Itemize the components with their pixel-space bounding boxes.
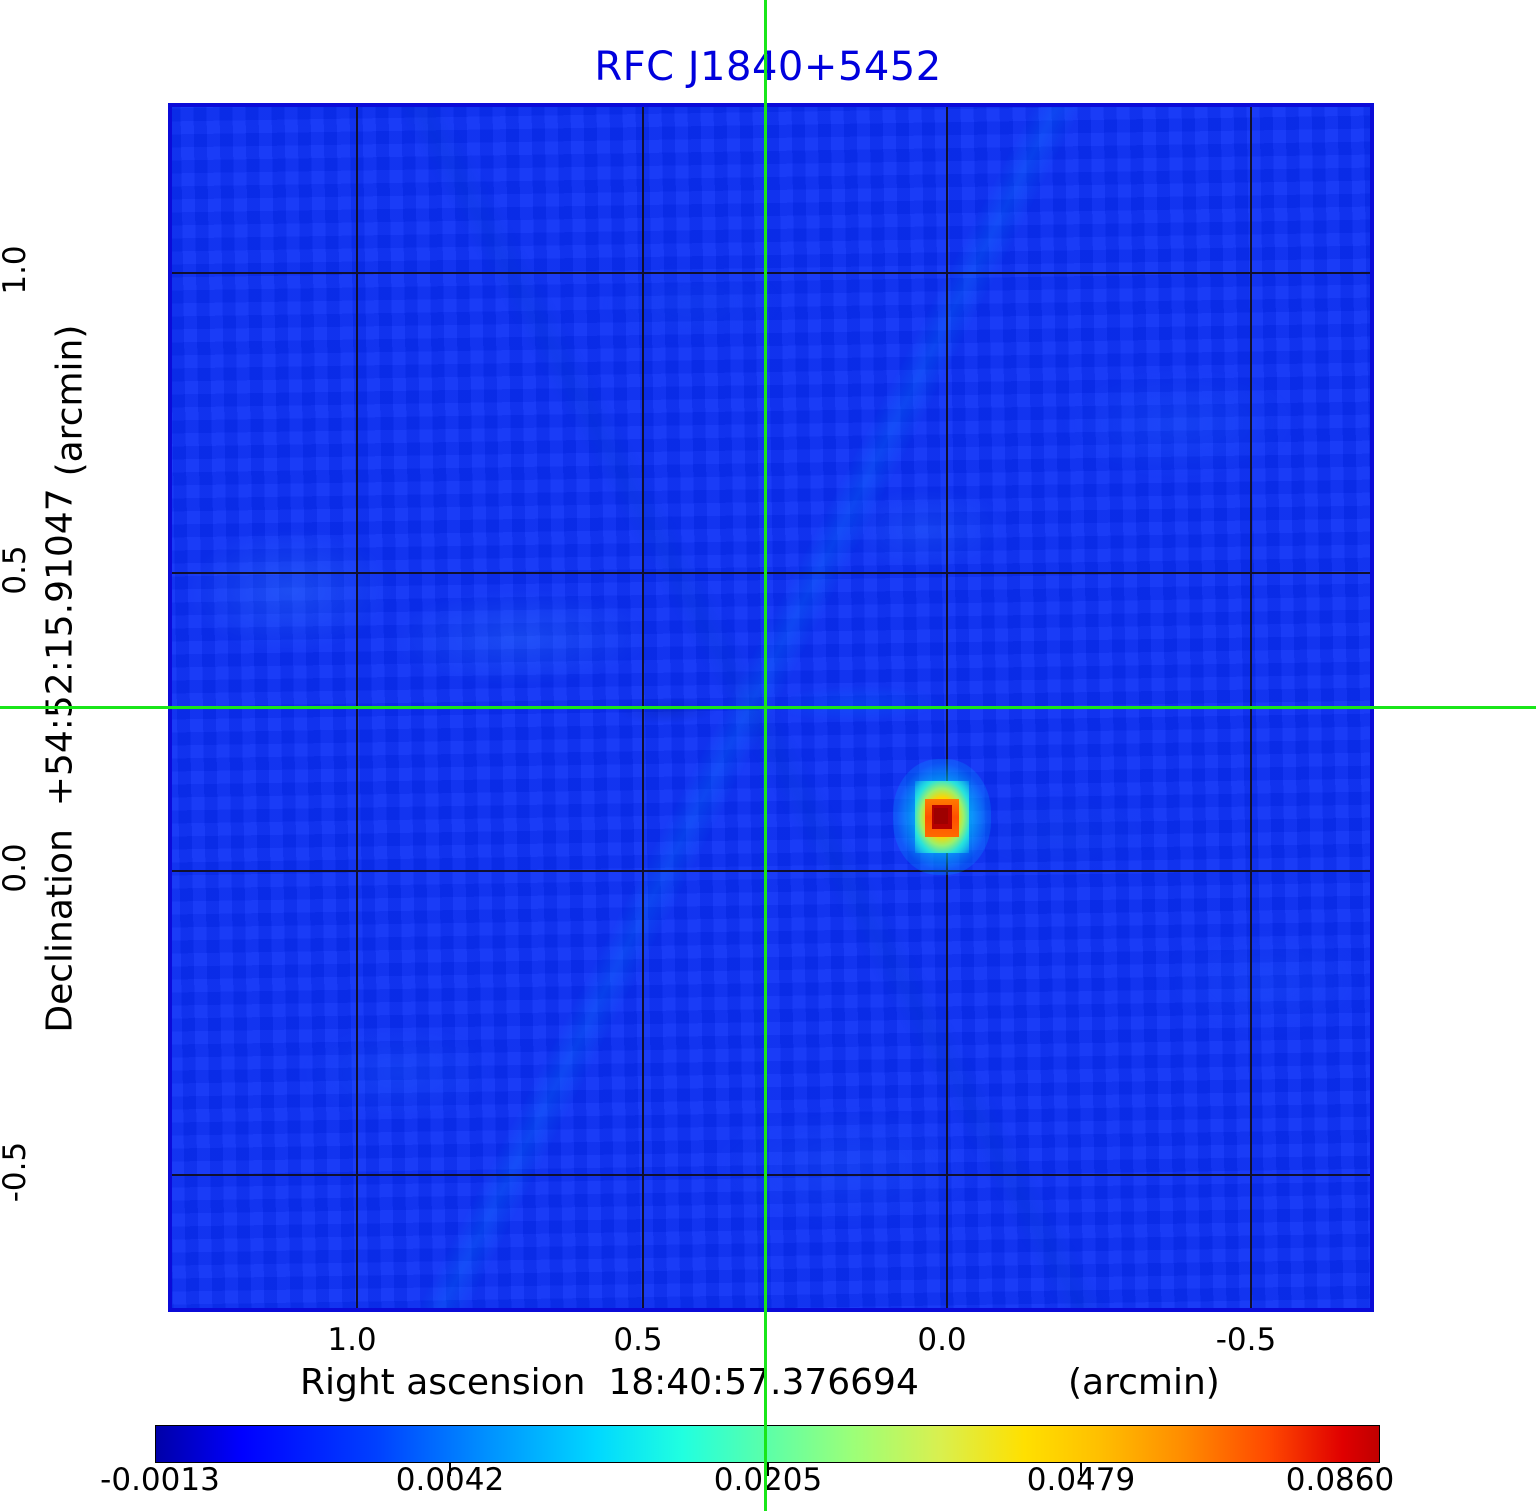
colorbar-label: 0.0042 — [395, 1462, 505, 1498]
y-tick-label: -0.5 — [0, 1141, 33, 1203]
y-axis-unit: (arcmin) — [49, 324, 91, 477]
y-tick-label: 1.0 — [0, 245, 33, 295]
y-axis-tick — [172, 870, 186, 872]
colorbar-gradient — [155, 1425, 1380, 1463]
gridline-horizontal — [172, 272, 1370, 274]
colorbar-label: -0.0013 — [100, 1462, 220, 1498]
y-axis-tick — [172, 272, 186, 274]
x-axis-tick — [1250, 107, 1252, 121]
y-axis-title-text: Declination — [39, 829, 81, 1033]
x-tick-label: 0.0 — [917, 1322, 967, 1358]
radio-source-peak — [893, 759, 991, 875]
colorbar-tick — [767, 1463, 769, 1476]
y-axis-reference: +54:52:15.91047 — [39, 488, 81, 807]
y-tick-label: 0.0 — [0, 843, 33, 893]
gridline-horizontal — [172, 870, 1370, 872]
crosshair-horizontal-line — [0, 706, 1536, 709]
gridline-horizontal — [172, 1174, 1370, 1176]
x-axis-tick — [946, 107, 948, 121]
x-tick-label: -0.5 — [1215, 1322, 1277, 1358]
y-axis-title: Declination +54:52:15.91047 — [40, 461, 81, 1061]
colorbar-label: 0.0479 — [1026, 1462, 1136, 1498]
x-axis-title-text: Right ascension — [300, 1362, 586, 1403]
page-title: RFC J1840+5452 — [594, 44, 942, 90]
x-axis-tick — [642, 107, 644, 121]
colorbar-tick — [449, 1463, 451, 1476]
x-axis-title: Right ascension 18:40:57.376694 — [300, 1362, 919, 1403]
colorbar-label: 0.0860 — [1285, 1462, 1395, 1498]
x-axis-reference: 18:40:57.376694 — [608, 1362, 919, 1403]
source-core-inner — [934, 808, 948, 824]
x-tick-label: 0.5 — [613, 1322, 663, 1358]
x-axis-tick — [642, 1294, 644, 1308]
colorbar-label: 0.0205 — [713, 1462, 823, 1498]
x-axis-tick — [1250, 1294, 1252, 1308]
y-axis-tick — [172, 572, 186, 574]
gridline-horizontal — [172, 572, 1370, 574]
y-tick-label: 0.5 — [0, 545, 33, 595]
x-axis-tick — [946, 1294, 948, 1308]
y-axis-tick — [172, 1174, 186, 1176]
x-axis-tick — [356, 107, 358, 121]
colorbar[interactable] — [155, 1425, 1380, 1476]
x-axis-tick — [356, 1294, 358, 1308]
x-tick-label: 1.0 — [327, 1322, 377, 1358]
x-axis-unit: (arcmin) — [1068, 1362, 1220, 1403]
colorbar-tick — [1080, 1463, 1082, 1476]
crosshair-vertical-line — [764, 0, 767, 1511]
